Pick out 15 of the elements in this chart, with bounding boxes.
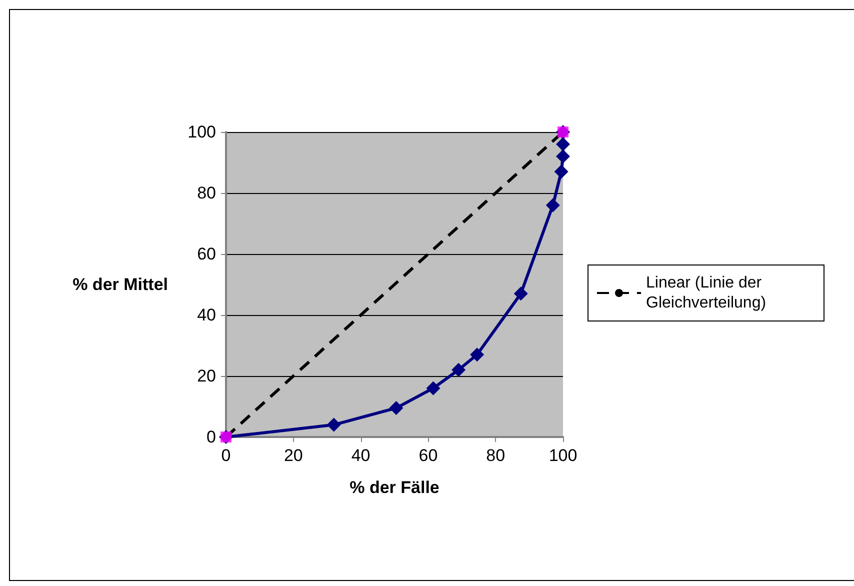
y-tick-label: 60 — [197, 244, 216, 264]
y-tick-label: 0 — [206, 428, 216, 446]
y-tick-label: 20 — [197, 366, 216, 386]
y-tick-label: 100 — [188, 122, 216, 142]
x-tick-label: 40 — [351, 446, 370, 465]
y-tick-label: 40 — [197, 306, 216, 324]
legend-label: Linear (Linie der Gleichverteilung) — [646, 274, 766, 312]
x-tick-label: 100 — [548, 446, 578, 465]
x-tick-label: 80 — [486, 446, 506, 465]
y-tick-label: 80 — [197, 184, 216, 202]
x-axis-title: % der Fälle — [350, 478, 440, 497]
x-tick-label: 0 — [221, 446, 231, 465]
y-axis-title: % der Mittel — [72, 275, 168, 294]
x-tick-label: 60 — [418, 446, 438, 465]
x-tick-label: 20 — [284, 446, 303, 465]
